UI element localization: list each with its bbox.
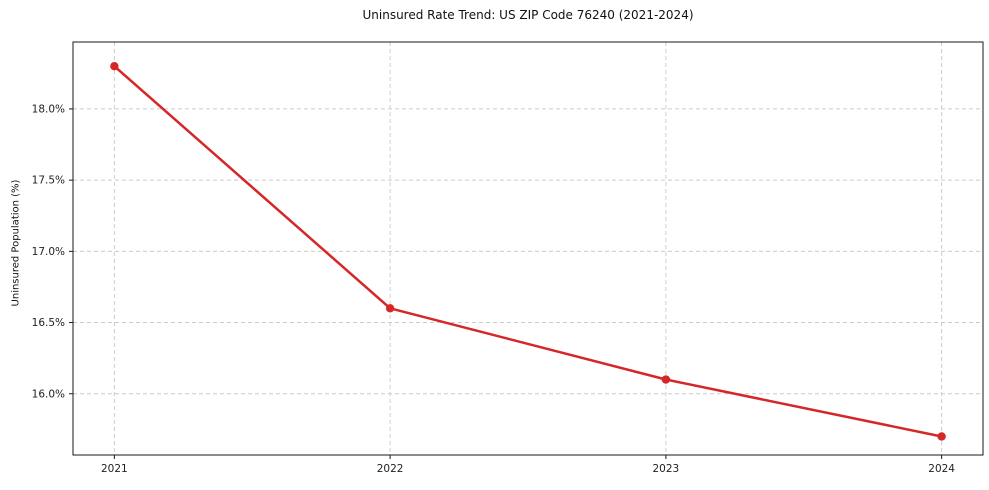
data-point-2021: [110, 62, 119, 71]
y-tick-label: 18.0%: [32, 103, 65, 115]
x-tick-label: 2022: [377, 463, 404, 475]
trend-line: [113, 64, 943, 438]
axes-frame: [72, 41, 984, 456]
chart-title: Uninsured Rate Trend: US ZIP Code 76240 …: [362, 8, 694, 22]
y-tick-label: 16.5%: [32, 317, 65, 329]
y-tick-label: 17.5%: [32, 175, 65, 187]
data-point-2022: [385, 304, 395, 313]
y-tick-label: 17.0%: [32, 246, 65, 258]
x-tick-label: 2023: [653, 463, 680, 475]
y-tick-label: 16.0%: [32, 388, 65, 400]
data-point-2024: [937, 432, 946, 441]
x-tick-label: 2021: [101, 463, 128, 475]
data-point-2023: [661, 375, 671, 384]
x-tick-label: 2024: [928, 463, 955, 475]
